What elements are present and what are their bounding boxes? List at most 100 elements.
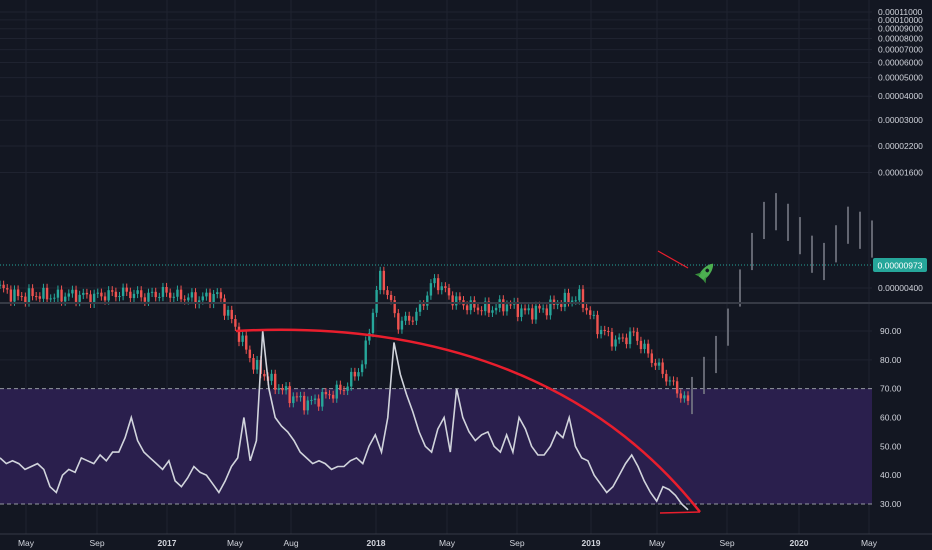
candle-body — [158, 296, 161, 298]
candle-body — [27, 288, 31, 303]
candle-body — [335, 384, 338, 399]
candle-body — [407, 315, 411, 321]
candle-body — [190, 292, 194, 298]
candle-body — [476, 307, 480, 311]
candle-body — [150, 291, 154, 293]
candle-body — [168, 292, 172, 298]
candle-body — [270, 373, 273, 381]
candle-body — [248, 349, 252, 359]
price-tick-label: 0.00004000 — [878, 91, 923, 101]
candle-body — [111, 290, 114, 292]
candle-body — [223, 298, 226, 316]
candle-body — [538, 305, 541, 309]
candle-body — [610, 332, 614, 347]
candle-body — [639, 340, 643, 350]
candle-body — [632, 331, 635, 333]
candle-body — [16, 289, 20, 297]
candle-body — [13, 289, 16, 302]
candle-body — [621, 337, 625, 339]
candle-body — [140, 290, 143, 298]
candle-body — [422, 304, 425, 306]
time-tick-label: 2019 — [582, 538, 601, 548]
candle-body — [389, 294, 393, 301]
candle-body — [596, 314, 599, 335]
candle-body — [324, 392, 328, 395]
candle-body — [9, 289, 13, 302]
candle-body — [527, 308, 530, 311]
candle-body — [657, 362, 661, 366]
candle-body — [103, 296, 107, 301]
candle-body — [545, 308, 548, 316]
price-tick-label: 0.00011000 — [878, 7, 923, 17]
candle-body — [353, 371, 357, 377]
candle-body — [465, 305, 469, 311]
candle-body — [393, 300, 396, 314]
candle-body — [165, 286, 168, 293]
candle-body — [216, 292, 219, 294]
candle-body — [321, 392, 324, 407]
candle-body — [368, 332, 371, 341]
candle-body — [494, 307, 498, 311]
candle-body — [35, 296, 38, 298]
candle-body — [386, 290, 389, 295]
candle-body — [502, 299, 505, 312]
candle-body — [132, 293, 136, 299]
candle-body — [92, 293, 96, 304]
candle-body — [505, 304, 509, 312]
oscillator-tick-label: 80.00 — [880, 355, 902, 365]
time-tick-label: Sep — [719, 538, 734, 548]
candle-body — [201, 296, 204, 301]
candle-body — [628, 331, 632, 345]
price-tick-label: 0.00005000 — [878, 73, 923, 83]
candle-body — [24, 296, 27, 303]
candle-body — [581, 289, 585, 308]
candle-body — [458, 296, 462, 301]
candle-body — [295, 396, 299, 398]
candle-body — [342, 390, 346, 392]
candle-body — [589, 310, 592, 315]
candle-body — [205, 292, 208, 297]
candle-body — [672, 380, 675, 382]
candle-body — [306, 400, 309, 411]
candle-body — [650, 353, 653, 363]
candle-body — [328, 394, 331, 396]
candle-body — [614, 339, 617, 347]
candle-body — [560, 304, 563, 307]
candle-body — [599, 329, 603, 335]
candle-body — [567, 292, 570, 303]
candle-body — [523, 308, 527, 311]
candle-body — [636, 331, 639, 341]
candle-body — [397, 313, 400, 330]
candle-body — [281, 388, 284, 391]
candle-body — [154, 291, 157, 298]
candle-body — [241, 335, 244, 342]
candle-body — [350, 371, 353, 387]
candle-body — [118, 296, 121, 298]
candle-body — [574, 300, 577, 302]
candle-body — [491, 310, 494, 313]
candle-body — [219, 292, 223, 299]
candle-body — [20, 296, 23, 298]
rsi-trend-arc — [235, 328, 701, 513]
candle-body — [274, 373, 277, 390]
candle-body — [668, 380, 672, 382]
candle-body — [415, 311, 418, 321]
candle-body — [585, 307, 588, 311]
candle-body — [255, 360, 259, 370]
candle-body — [212, 293, 215, 304]
candle-body — [429, 283, 433, 296]
candle-body — [364, 340, 367, 365]
candle-body — [60, 289, 63, 302]
candle-body — [0, 284, 2, 286]
candle-body — [541, 308, 545, 310]
candle-body — [455, 296, 458, 306]
candle-body — [426, 295, 429, 306]
candle-body — [172, 296, 176, 298]
candle-body — [487, 301, 491, 313]
candle-body — [331, 394, 335, 399]
candle-body — [357, 372, 360, 377]
candle-body — [299, 395, 302, 398]
candle-body — [284, 386, 288, 391]
candle-body — [654, 362, 657, 366]
